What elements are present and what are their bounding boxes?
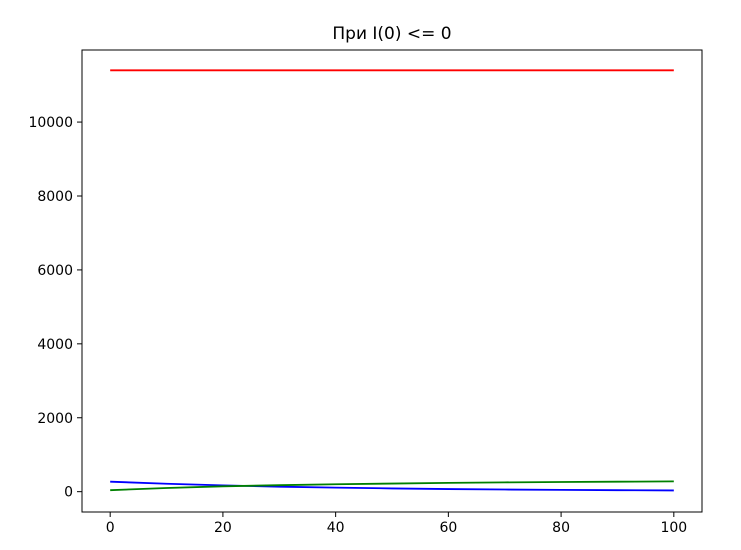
series-line-3 bbox=[110, 480, 674, 492]
plot-frame bbox=[81, 49, 703, 513]
y-tick-label: 2000 bbox=[37, 411, 73, 427]
y-tick-label: 8000 bbox=[37, 189, 73, 205]
x-tick-label: 20 bbox=[214, 520, 232, 536]
y-tick-label: 6000 bbox=[37, 263, 73, 279]
x-tick-label: 40 bbox=[327, 520, 345, 536]
x-axis: 0 20 40 60 80 100 bbox=[106, 512, 687, 536]
x-tick-label: 100 bbox=[660, 520, 687, 536]
series-line-2 bbox=[110, 480, 674, 492]
series-layer bbox=[110, 69, 674, 492]
x-tick-label: 80 bbox=[552, 520, 570, 536]
y-tick-label: 4000 bbox=[37, 337, 73, 353]
x-tick-label: 60 bbox=[439, 520, 457, 536]
y-axis: 0 2000 4000 6000 8000 10000 bbox=[28, 115, 82, 501]
y-tick-label: 0 bbox=[64, 485, 73, 501]
x-tick-label: 0 bbox=[106, 520, 115, 536]
y-tick-label: 10000 bbox=[28, 115, 73, 131]
chart-title: При I(0) <= 0 bbox=[332, 24, 451, 44]
